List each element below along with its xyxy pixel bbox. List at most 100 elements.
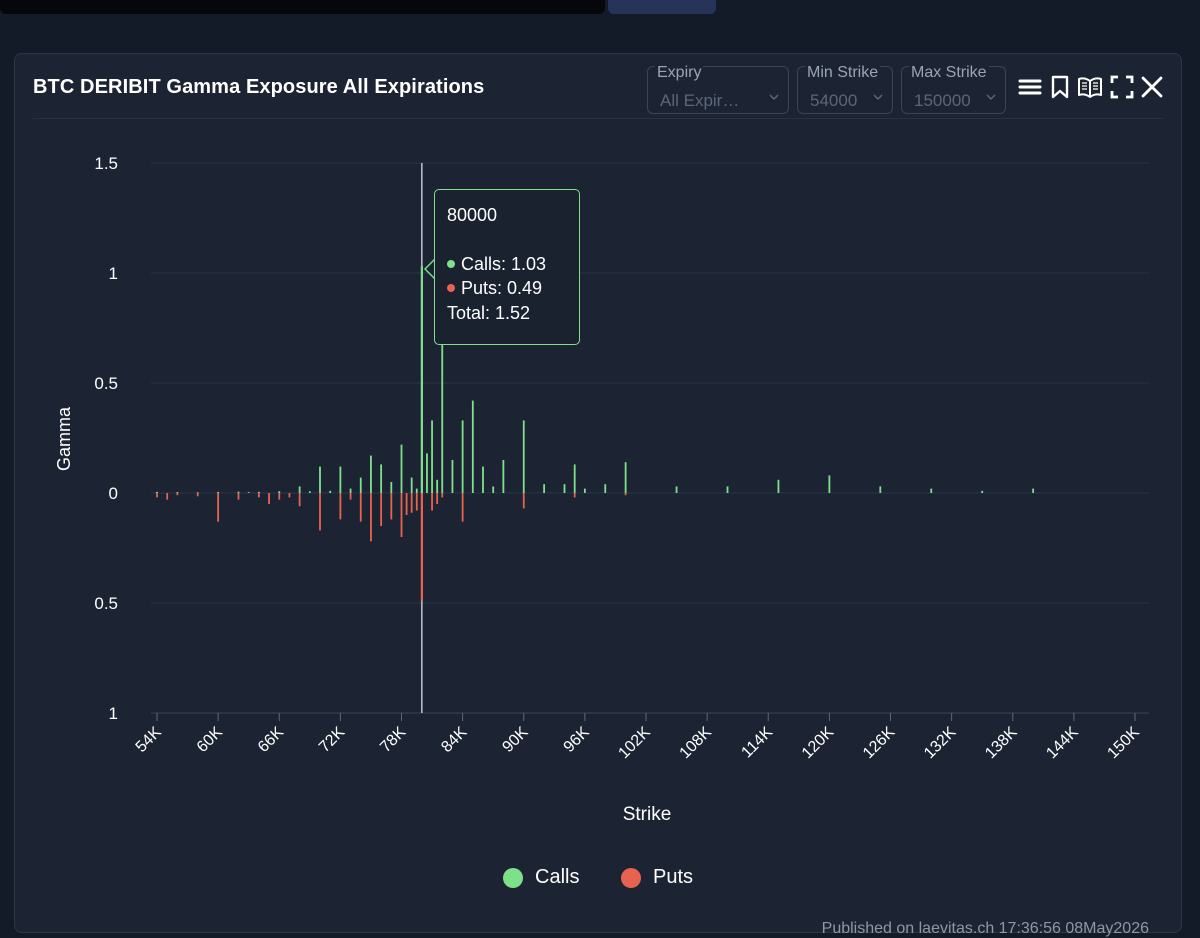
chart-panel: BTC DERIBIT Gamma Exposure All Expiratio…: [14, 53, 1183, 937]
calls-bar[interactable]: [415, 488, 418, 493]
hovered-puts-bar[interactable]: [420, 493, 423, 601]
calls-bar[interactable]: [370, 455, 372, 493]
puts-bar[interactable]: [166, 493, 169, 500]
puts-bar[interactable]: [405, 493, 408, 515]
x-axis: 54K 60K 66K 72K 78K 84K 90K 96K 102K 108K 114K 120K…: [133, 712, 1149, 763]
puts-bar[interactable]: [278, 493, 281, 500]
puts-bar[interactable]: [288, 493, 291, 498]
previous-chart-thumbnail: [0, 0, 605, 14]
calls-bar[interactable]: [624, 462, 627, 493]
puts-bar[interactable]: [349, 493, 352, 500]
calls-bar[interactable]: [522, 420, 525, 493]
calls-bar[interactable]: [726, 486, 729, 493]
calls-bar[interactable]: [482, 466, 484, 493]
calls-bar[interactable]: [930, 488, 933, 493]
calls-bar[interactable]: [380, 464, 383, 493]
calls-dot-icon: [447, 260, 455, 268]
hovered-calls-bar[interactable]: [420, 266, 423, 493]
tooltip-puts: Puts: 0.49: [461, 278, 543, 298]
previous-chart-button[interactable]: [608, 0, 716, 14]
puts-bar[interactable]: [359, 493, 362, 522]
book-icon[interactable]: [1077, 74, 1103, 100]
calls-bar[interactable]: [502, 460, 505, 493]
calls-bar[interactable]: [471, 400, 474, 493]
calls-bar[interactable]: [247, 492, 250, 493]
calls-bar[interactable]: [1032, 488, 1035, 493]
puts-bar[interactable]: [522, 493, 525, 509]
calls-bar[interactable]: [359, 477, 362, 493]
puts-bar[interactable]: [156, 493, 158, 498]
puts-bar[interactable]: [319, 493, 321, 531]
puts-bar[interactable]: [176, 493, 179, 496]
chevron-down-icon: [769, 94, 779, 101]
expiry-select[interactable]: Expiry All Expir…: [647, 64, 789, 114]
calls-bar[interactable]: [400, 444, 403, 493]
fullscreen-icon[interactable]: [1109, 74, 1135, 100]
calls-bar[interactable]: [441, 314, 444, 493]
puts-bar[interactable]: [431, 493, 433, 511]
calls-bar[interactable]: [349, 488, 352, 493]
calls-bar[interactable]: [573, 464, 576, 493]
puts-bar[interactable]: [298, 493, 301, 507]
calls-bar[interactable]: [319, 466, 321, 493]
puts-bar[interactable]: [415, 493, 418, 511]
calls-bar[interactable]: [196, 492, 199, 494]
x-tick-label: 60K: [194, 724, 226, 756]
y-tick-label: 0.5: [94, 594, 118, 613]
close-icon[interactable]: [1139, 74, 1165, 100]
calls-bar[interactable]: [777, 479, 780, 493]
calls-bar[interactable]: [426, 453, 428, 493]
calls-bar[interactable]: [981, 490, 984, 493]
puts-bar[interactable]: [257, 493, 260, 498]
tooltip-box: [434, 189, 580, 345]
calls-bar[interactable]: [828, 475, 831, 493]
puts-bar[interactable]: [436, 493, 439, 504]
calls-bar[interactable]: [257, 491, 260, 493]
calls-bar[interactable]: [451, 460, 454, 493]
calls-bar[interactable]: [604, 484, 607, 493]
puts-bar[interactable]: [370, 493, 372, 542]
calls-bar[interactable]: [308, 491, 311, 493]
x-tick-label: 78K: [377, 724, 409, 756]
calls-bar[interactable]: [436, 479, 439, 493]
calls-bar[interactable]: [329, 490, 332, 493]
expiry-value: All Expir…: [660, 91, 740, 110]
calls-bar[interactable]: [879, 486, 882, 493]
puts-bar[interactable]: [400, 493, 403, 537]
puts-bar[interactable]: [380, 493, 383, 526]
calls-bar[interactable]: [675, 486, 678, 493]
calls-bar[interactable]: [410, 477, 413, 493]
calls-bar[interactable]: [278, 491, 281, 493]
calls-bar[interactable]: [298, 486, 301, 493]
calls-bar[interactable]: [583, 488, 586, 493]
x-tick-label: 138K: [982, 724, 1021, 763]
calls-bar[interactable]: [176, 492, 179, 493]
puts-bar[interactable]: [624, 493, 627, 496]
min-strike-select[interactable]: Min Strike 54000: [797, 64, 893, 114]
calls-bar[interactable]: [156, 491, 158, 493]
calls-bar[interactable]: [237, 491, 240, 493]
calls-bar[interactable]: [492, 486, 495, 493]
puts-bar[interactable]: [237, 493, 240, 500]
max-strike-select[interactable]: Max Strike 150000: [901, 64, 1006, 114]
puts-bar[interactable]: [196, 493, 199, 497]
puts-bar[interactable]: [573, 493, 576, 498]
x-tick-label: 114K: [738, 724, 776, 762]
puts-bar[interactable]: [339, 493, 342, 520]
puts-bar[interactable]: [268, 493, 270, 504]
menu-icon[interactable]: [1017, 74, 1043, 100]
gamma-chart[interactable]: 1.5 1 0.5 0 0.5 1 54K 60K 66K 72K 78K 84K 90K 96K 102…: [15, 54, 1183, 854]
calls-bar[interactable]: [543, 484, 546, 493]
puts-bar[interactable]: [390, 493, 393, 520]
calls-bar[interactable]: [390, 482, 393, 493]
calls-bar[interactable]: [461, 420, 464, 493]
puts-bar[interactable]: [410, 493, 413, 513]
puts-bar[interactable]: [441, 493, 444, 498]
calls-bar[interactable]: [431, 420, 433, 493]
calls-bar[interactable]: [217, 491, 220, 493]
puts-bar[interactable]: [461, 493, 464, 522]
calls-bar[interactable]: [563, 484, 566, 493]
bookmark-icon[interactable]: [1047, 74, 1073, 100]
calls-bar[interactable]: [339, 466, 342, 493]
puts-bar[interactable]: [217, 493, 220, 522]
